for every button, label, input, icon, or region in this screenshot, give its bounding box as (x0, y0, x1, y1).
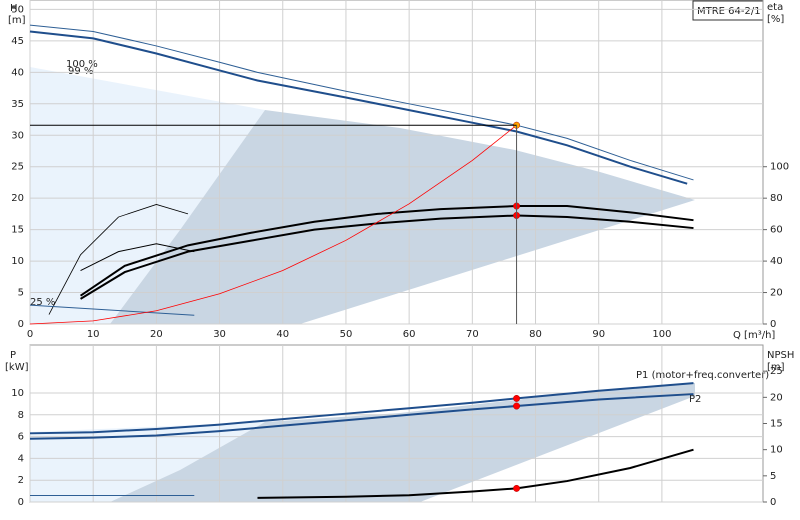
y-tick-label: 15 (11, 225, 24, 236)
region (110, 110, 695, 324)
box-label: MTRE 64-2/1 (697, 6, 761, 17)
y-label: P (10, 350, 16, 361)
x-tick-label: 10 (87, 329, 100, 340)
y-tick-label: 20 (11, 193, 24, 204)
y2-tick-label: 60 (770, 225, 783, 236)
y-tick-label: 10 (11, 256, 24, 267)
y-tick-label: 5 (18, 288, 24, 299)
y2-tick-label: 25 (770, 366, 783, 377)
y-tick-label: 50 (11, 4, 24, 15)
y-tick-label: 45 (11, 36, 24, 47)
y2-tick-label: 20 (770, 288, 783, 299)
legend-label: P2 (689, 394, 701, 405)
curve (29, 382, 694, 435)
x-tick-label: 20 (150, 329, 163, 340)
y2-tick-label: 0 (770, 497, 776, 508)
y-unit: [kW] (5, 362, 29, 373)
curve (80, 243, 195, 271)
x-tick-label: 90 (592, 329, 605, 340)
duty-point (513, 394, 521, 402)
y2-tick-label: 10 (770, 445, 783, 456)
y-tick-label: 40 (11, 67, 24, 78)
y-tick-label: 10 (11, 388, 24, 399)
curve (29, 24, 694, 181)
y-tick-label: 0 (18, 319, 24, 330)
curve (48, 204, 189, 315)
y2-unit: [m] (767, 362, 785, 373)
y2-label: NPSH (767, 350, 794, 361)
annotation: 99 % (68, 66, 93, 77)
y2-tick-label: 5 (770, 471, 776, 482)
region (30, 422, 265, 502)
curve (29, 124, 517, 325)
y-tick-label: 8 (18, 410, 24, 421)
curve (29, 304, 195, 316)
curve (80, 214, 694, 300)
x-tick-label: 60 (403, 329, 416, 340)
y-tick-label: 25 (11, 162, 24, 173)
x-tick-label: 80 (529, 329, 542, 340)
y-tick-label: 0 (18, 497, 24, 508)
x-tick-label: 40 (276, 329, 289, 340)
y2-tick-label: 100 (770, 162, 789, 173)
y2-tick-label: 20 (770, 392, 783, 403)
y-tick-label: 35 (11, 99, 24, 110)
y2-tick-label: 0 (770, 319, 776, 330)
curve (257, 448, 694, 499)
y-tick-label: 6 (18, 432, 24, 443)
duty-point (513, 402, 521, 410)
x-label: Q [m³/h] (733, 330, 775, 341)
legend-label: P1 (motor+freq.converter) (636, 370, 769, 381)
curve (29, 30, 688, 185)
y2-label: eta (767, 2, 783, 13)
y-tick-label: 4 (18, 453, 24, 464)
y-unit: [m] (8, 15, 26, 26)
annotation: 100 % (66, 59, 98, 70)
duty-point (513, 484, 521, 492)
y-tick-label: 2 (18, 475, 24, 486)
region (110, 383, 695, 502)
y2-tick-label: 40 (770, 256, 783, 267)
y-tick-label: 30 (11, 130, 24, 141)
x-tick-label: 0 (27, 329, 33, 340)
region (30, 67, 265, 324)
x-tick-label: 70 (466, 329, 479, 340)
x-tick-label: 30 (213, 329, 226, 340)
y-label: H (10, 3, 18, 14)
x-tick-label: 50 (340, 329, 353, 340)
curve (79, 205, 694, 297)
x-tick-label: 100 (652, 329, 671, 340)
annotation: 25 % (30, 297, 55, 308)
y2-tick-label: 80 (770, 193, 783, 204)
y2-tick-label: 15 (770, 419, 783, 430)
curve (29, 393, 694, 440)
y2-unit: [%] (767, 14, 784, 25)
